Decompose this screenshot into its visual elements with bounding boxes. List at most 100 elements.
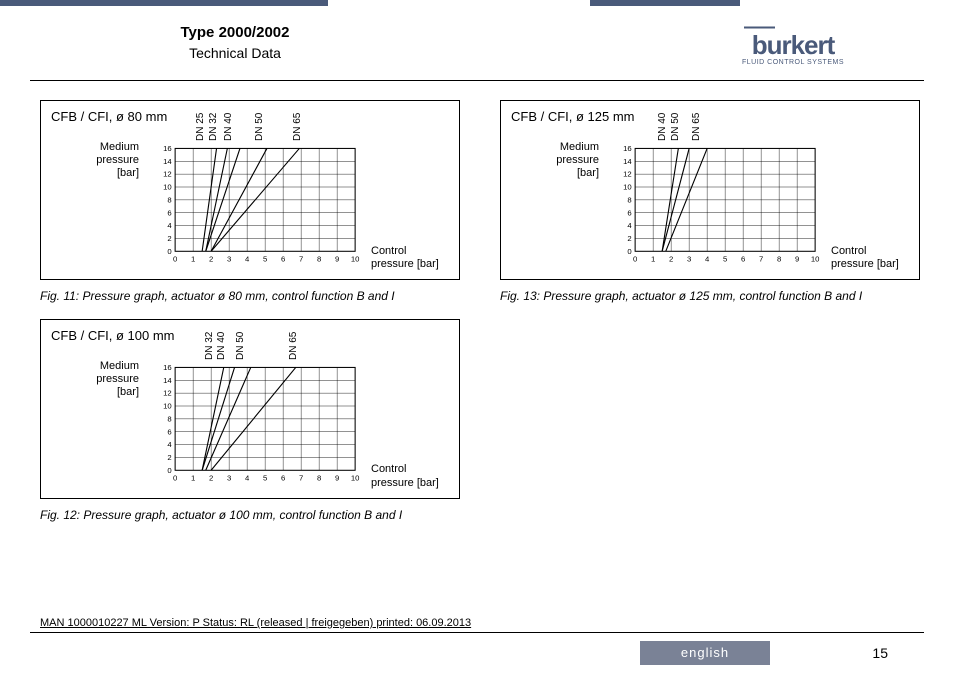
- series-label: DN 32: [204, 331, 215, 359]
- svg-text:4: 4: [167, 440, 172, 449]
- svg-text:14: 14: [163, 376, 172, 385]
- svg-text:2: 2: [167, 234, 171, 243]
- svg-text:8: 8: [627, 195, 631, 204]
- svg-text:12: 12: [623, 170, 632, 179]
- chart-box-fig12: CFB / CFI, ø 100 mmMediumpressure[bar]Co…: [40, 319, 460, 499]
- caption-fig11: Fig. 11: Pressure graph, actuator ø 80 m…: [40, 288, 480, 305]
- caption-fig13: Fig. 13: Pressure graph, actuator ø 125 …: [500, 288, 940, 305]
- series-label: DN 50: [235, 331, 246, 359]
- svg-text:8: 8: [777, 255, 781, 264]
- svg-text:6: 6: [167, 427, 171, 436]
- svg-text:14: 14: [623, 157, 632, 166]
- series-label: DN 50: [254, 113, 265, 141]
- svg-text:10: 10: [623, 183, 632, 192]
- svg-text:8: 8: [167, 414, 171, 423]
- svg-text:16: 16: [163, 145, 172, 153]
- footer-rule: [30, 632, 924, 633]
- footer-metadata: MAN 1000010227 ML Version: P Status: RL …: [40, 617, 471, 629]
- svg-text:14: 14: [163, 157, 172, 166]
- top-accent-bars: [0, 0, 954, 6]
- svg-text:2: 2: [209, 473, 213, 482]
- accent-bar-right: [590, 0, 740, 6]
- svg-text:16: 16: [163, 364, 172, 372]
- series-labels: DN 32DN 40 DN 50 DN 65: [155, 330, 365, 360]
- svg-text:7: 7: [299, 473, 303, 482]
- svg-text:10: 10: [163, 401, 172, 410]
- svg-text:9: 9: [335, 255, 339, 264]
- svg-text:0: 0: [173, 255, 177, 264]
- x-axis-label: Controlpressure [bar]: [371, 463, 439, 489]
- series-labels: DN 40DN 50 DN 65: [615, 111, 825, 141]
- svg-text:1: 1: [191, 473, 195, 482]
- footer-language: english: [640, 641, 770, 665]
- svg-text:4: 4: [167, 221, 172, 230]
- svg-text:2: 2: [167, 453, 171, 462]
- chart-plot: 0123456789100246810121416: [155, 364, 365, 484]
- doc-title: Type 2000/2002: [150, 24, 320, 41]
- x-axis-label: Controlpressure [bar]: [371, 245, 439, 271]
- svg-text:2: 2: [669, 255, 673, 264]
- svg-text:2: 2: [209, 255, 213, 264]
- svg-text:2: 2: [627, 234, 631, 243]
- svg-text:0: 0: [627, 247, 631, 256]
- svg-text:0: 0: [167, 247, 171, 256]
- chart-plot: 0123456789100246810121416: [615, 145, 825, 265]
- svg-text:4: 4: [705, 255, 710, 264]
- svg-text:1: 1: [651, 255, 655, 264]
- svg-text:12: 12: [163, 389, 172, 398]
- svg-text:8: 8: [167, 195, 171, 204]
- caption-fig12: Fig. 12: Pressure graph, actuator ø 100 …: [40, 507, 480, 524]
- svg-text:6: 6: [741, 255, 745, 264]
- series-label: DN 65: [691, 113, 702, 141]
- svg-text:12: 12: [163, 170, 172, 179]
- svg-text:9: 9: [795, 255, 799, 264]
- footer-page-number: 15: [872, 645, 888, 661]
- svg-text:6: 6: [281, 473, 285, 482]
- chart-box-fig13: CFB / CFI, ø 125 mmMediumpressure[bar]Co…: [500, 100, 920, 280]
- header-titles: Type 2000/2002 Technical Data: [150, 24, 320, 61]
- svg-text:4: 4: [245, 473, 250, 482]
- svg-text:9: 9: [335, 473, 339, 482]
- series-label: DN 40: [657, 113, 668, 141]
- svg-text:5: 5: [263, 255, 267, 264]
- svg-text:0: 0: [167, 466, 171, 475]
- brand-logo: burkert FLUID CONTROL SYSTEMS: [742, 30, 844, 66]
- svg-text:4: 4: [245, 255, 250, 264]
- series-labels: DN 25DN 32 DN 40 DN 50 DN 65: [155, 111, 365, 141]
- svg-text:10: 10: [351, 473, 360, 482]
- svg-text:0: 0: [633, 255, 637, 264]
- svg-text:0: 0: [173, 473, 177, 482]
- svg-text:3: 3: [227, 255, 231, 264]
- svg-text:8: 8: [317, 255, 321, 264]
- svg-text:5: 5: [263, 473, 267, 482]
- doc-subtitle: Technical Data: [150, 45, 320, 61]
- chart-plot: 0123456789100246810121416: [155, 145, 365, 265]
- svg-text:6: 6: [627, 208, 631, 217]
- svg-text:3: 3: [687, 255, 691, 264]
- svg-text:4: 4: [627, 221, 632, 230]
- x-axis-label: Controlpressure [bar]: [831, 245, 899, 271]
- y-axis-label: Mediumpressure[bar]: [81, 360, 139, 400]
- series-label: DN 50: [670, 113, 681, 141]
- header-rule: [30, 80, 924, 81]
- svg-text:16: 16: [623, 145, 632, 153]
- svg-text:6: 6: [167, 208, 171, 217]
- left-column: CFB / CFI, ø 80 mmMediumpressure[bar]Con…: [40, 100, 480, 538]
- page-header: Type 2000/2002 Technical Data burkert FL…: [0, 14, 954, 74]
- y-axis-label: Mediumpressure[bar]: [541, 141, 599, 181]
- series-label: DN 40: [223, 113, 234, 141]
- svg-text:7: 7: [299, 255, 303, 264]
- svg-text:1: 1: [191, 255, 195, 264]
- accent-bar-left: [0, 0, 328, 6]
- chart-box-fig11: CFB / CFI, ø 80 mmMediumpressure[bar]Con…: [40, 100, 460, 280]
- series-label: DN 25: [195, 113, 206, 141]
- svg-text:7: 7: [759, 255, 763, 264]
- series-label: DN 65: [292, 113, 303, 141]
- brand-logo-wordmark: burkert: [742, 30, 844, 61]
- svg-text:10: 10: [351, 255, 360, 264]
- series-label: DN 65: [288, 331, 299, 359]
- svg-text:10: 10: [163, 183, 172, 192]
- series-label: DN 32: [208, 113, 219, 141]
- svg-text:10: 10: [811, 255, 820, 264]
- series-label: DN 40: [216, 331, 227, 359]
